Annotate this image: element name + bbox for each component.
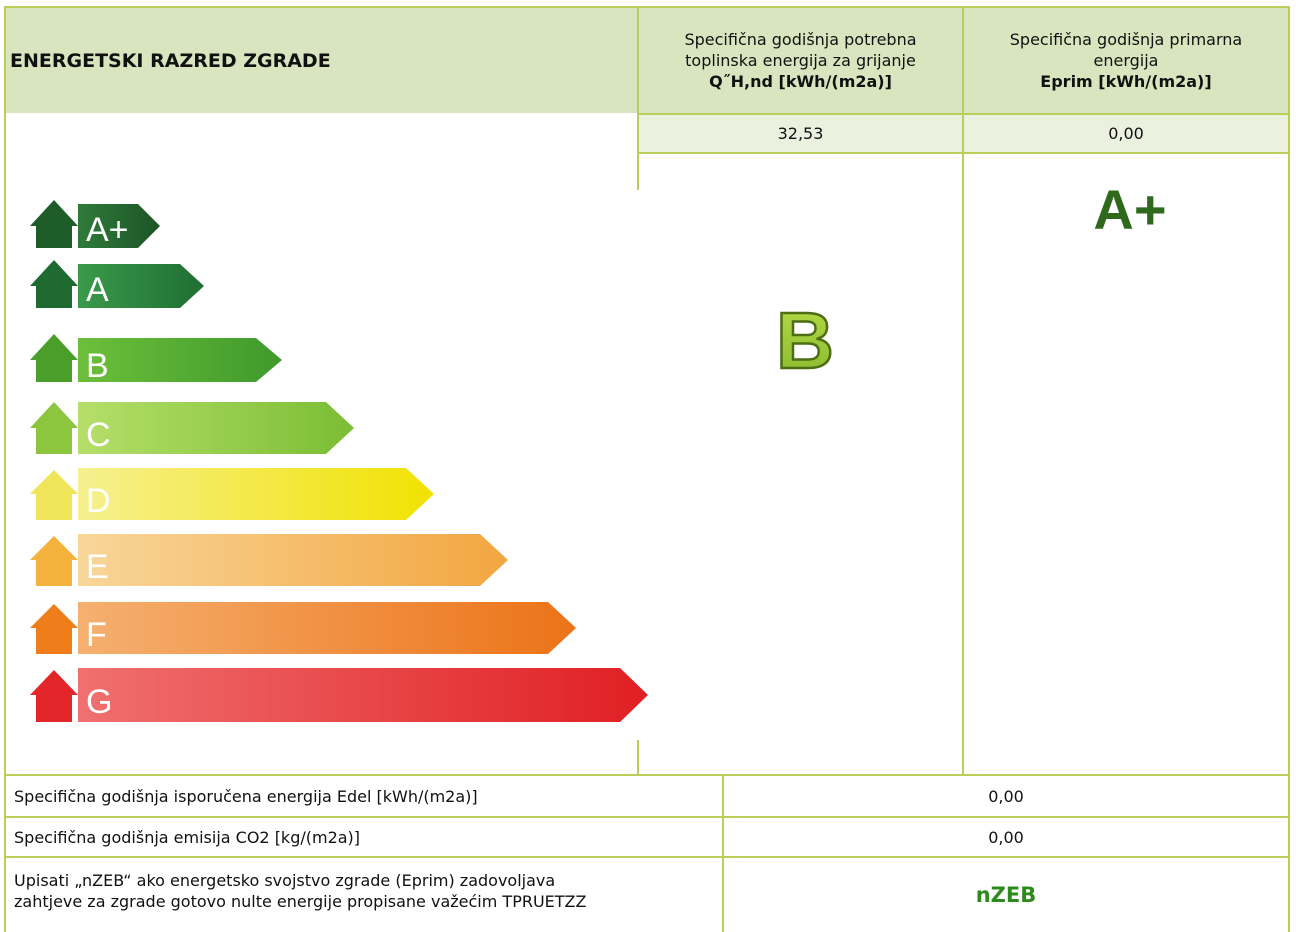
nzeb-row-label-line1: Upisati „nZEB“ ako energetsko svojstvo z… <box>14 871 556 890</box>
nzeb-row-label-line2: zahtjeve za zgrade gotovo nulte energije… <box>14 892 587 911</box>
class-bar-b: B <box>30 334 282 385</box>
class-label-f: F <box>86 616 107 654</box>
house-icon <box>30 402 78 454</box>
header-qhnd-cell: Specifična godišnja potrebna toplinska e… <box>639 8 962 113</box>
house-icon <box>30 536 78 586</box>
page-title: ENERGETSKI RAZRED ZGRADE <box>10 49 331 72</box>
house-icon <box>30 200 78 248</box>
qhnd-energy-class: B <box>775 300 835 380</box>
qhnd-header-line2: toplinska energija za grijanje <box>685 51 916 70</box>
class-label-b: B <box>86 347 109 385</box>
co2-row-label: Specifična godišnja emisija CO2 [kg/(m2a… <box>14 827 361 847</box>
nzeb-row-label: Upisati „nZEB“ ako energetsko svojstvo z… <box>6 858 722 932</box>
class-bar-a-plus: A+ <box>30 200 160 249</box>
class-label-a: A <box>86 271 109 309</box>
house-icon <box>30 470 78 520</box>
co2-row-value: 0,00 <box>988 827 1024 847</box>
house-icon <box>30 334 78 382</box>
class-label-d: D <box>86 482 111 520</box>
nzeb-row-value: nZEB <box>975 883 1037 907</box>
class-label-c: C <box>86 416 111 454</box>
energy-class-scale: A+ A B C D E F G <box>30 200 648 722</box>
header-title-cell: ENERGETSKI RAZRED ZGRADE <box>6 8 637 113</box>
eprim-header-line2: energija <box>1093 51 1159 70</box>
eprim-header-unit: Eprim [kWh/(m2a)] <box>1040 72 1212 91</box>
eprim-value: 0,00 <box>1108 124 1144 143</box>
header-eprim-cell: Specifična godišnja primarna energija Ep… <box>964 8 1288 113</box>
eprim-header-line1: Specifična godišnja primarna <box>1009 30 1243 49</box>
class-bar-c: C <box>30 402 354 454</box>
class-bar-a: A <box>30 260 204 309</box>
qhnd-class-letter: B <box>776 300 834 380</box>
class-label-a-plus: A+ <box>86 211 129 249</box>
class-bar-e: E <box>30 534 508 586</box>
class-bar-f: F <box>30 602 576 654</box>
qhnd-value: 32,53 <box>777 124 824 143</box>
qhnd-value-cell: 32,53 <box>639 115 962 152</box>
eprim-energy-class: A+ <box>1093 178 1167 241</box>
eprim-value-cell: 0,00 <box>964 115 1288 152</box>
house-icon <box>30 670 78 722</box>
class-bar-g: G <box>30 668 648 722</box>
house-icon <box>30 260 78 308</box>
edel-row-label: Specifična godišnja isporučena energija … <box>14 786 478 806</box>
qhnd-header-unit: Q˝H,nd [kWh/(m2a)] <box>709 72 892 91</box>
house-icon <box>30 604 78 654</box>
class-label-g: G <box>86 683 112 721</box>
class-bar-d: D <box>30 468 434 520</box>
qhnd-header-line1: Specifična godišnja potrebna <box>684 30 917 49</box>
edel-row-value: 0,00 <box>988 786 1024 806</box>
class-label-e: E <box>86 548 109 586</box>
